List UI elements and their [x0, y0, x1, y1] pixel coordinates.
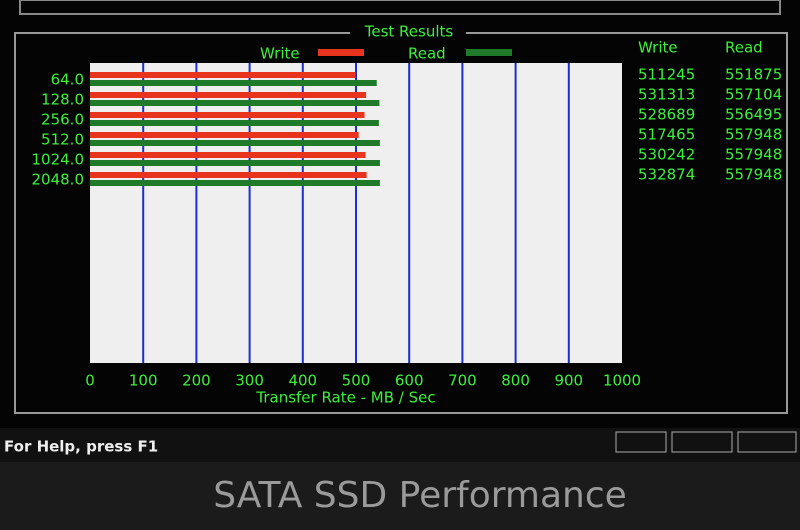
title-gap [350, 24, 466, 40]
bar [90, 180, 380, 186]
x-tick-label: 200 [182, 372, 211, 390]
x-tick-label: 800 [501, 372, 530, 390]
x-tick-label: 700 [448, 372, 477, 390]
bar [90, 92, 367, 98]
table-cell: 557104 [725, 86, 782, 104]
x-tick-label: 300 [235, 372, 264, 390]
bar [90, 132, 359, 138]
x-tick-label: 600 [395, 372, 424, 390]
bar [90, 172, 367, 178]
table-cell: 530242 [638, 146, 695, 164]
x-tick-label: 900 [554, 372, 583, 390]
y-tick-label: 128.0 [41, 91, 84, 109]
status-text: For Help, press F1 [4, 438, 158, 456]
table-cell: 532874 [638, 166, 695, 184]
table-cell: 557948 [725, 146, 782, 164]
y-tick-label: 2048.0 [32, 171, 85, 189]
status-pane [737, 431, 797, 453]
x-tick-label: 0 [85, 372, 95, 390]
table-cell: 556495 [725, 106, 782, 124]
legend-label: Read [408, 45, 446, 63]
caption: SATA SSD Performance [213, 475, 627, 516]
legend-swatch [466, 49, 512, 56]
x-tick-label: 100 [129, 372, 158, 390]
table-cell: 551875 [725, 66, 782, 84]
legend-swatch [318, 49, 364, 56]
x-axis-label: Transfer Rate - MB / Sec [255, 389, 435, 407]
table-cell: 557948 [725, 166, 782, 184]
y-tick-label: 256.0 [41, 111, 84, 129]
x-tick-label: 500 [342, 372, 371, 390]
table-header: Read [725, 39, 763, 57]
status-pane [671, 431, 733, 453]
y-tick-label: 512.0 [41, 131, 84, 149]
table-cell: 531313 [638, 86, 695, 104]
bar [90, 120, 379, 126]
y-tick-label: 64.0 [51, 71, 84, 89]
table-cell: 557948 [725, 126, 782, 144]
bar [90, 112, 365, 118]
chart-title: Test Results [364, 23, 454, 41]
upper-frame [19, 0, 781, 15]
x-tick-label: 1000 [603, 372, 641, 390]
bar [90, 160, 380, 166]
table-header: Write [638, 39, 678, 57]
bezel [0, 462, 800, 530]
x-tick-label: 400 [288, 372, 317, 390]
bar [90, 100, 380, 106]
table-cell: 511245 [638, 66, 695, 84]
bar [90, 152, 366, 158]
bar [90, 80, 377, 86]
legend-label: Write [260, 45, 300, 63]
table-cell: 528689 [638, 106, 695, 124]
status-bar [0, 428, 800, 462]
y-tick-label: 1024.0 [32, 151, 85, 169]
bar [90, 72, 356, 78]
bar [90, 140, 380, 146]
status-pane [615, 431, 667, 453]
table-cell: 517465 [638, 126, 695, 144]
